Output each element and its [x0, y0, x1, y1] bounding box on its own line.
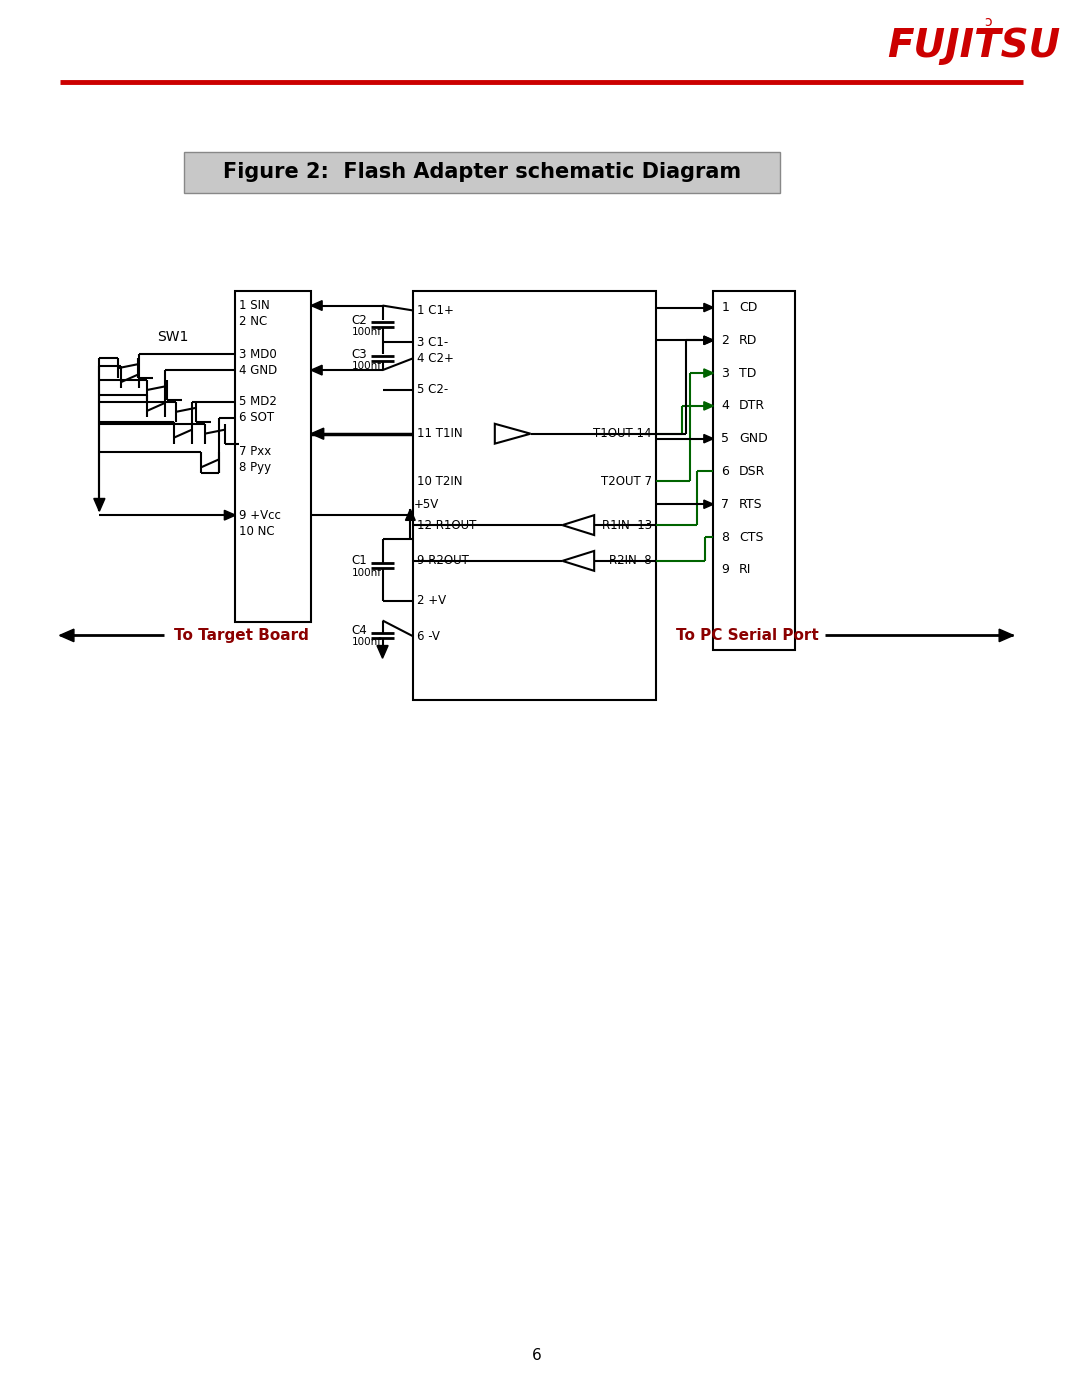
Text: 11 T1IN: 11 T1IN: [417, 427, 463, 440]
Bar: [184, 151, 780, 193]
Text: DTR: DTR: [739, 400, 766, 412]
Text: C4: C4: [352, 624, 367, 637]
Text: 1 C1+: 1 C1+: [417, 305, 455, 317]
Polygon shape: [704, 303, 714, 312]
Text: 4: 4: [721, 400, 729, 412]
Bar: [714, 291, 795, 651]
Text: GND: GND: [739, 432, 768, 446]
Text: 2: 2: [721, 334, 729, 346]
Text: CD: CD: [739, 300, 757, 314]
Text: ɔ: ɔ: [984, 15, 991, 29]
Text: 2 +V: 2 +V: [417, 594, 446, 608]
Text: 5 C2-: 5 C2-: [417, 384, 448, 397]
Text: 3 MD0: 3 MD0: [240, 348, 278, 360]
Polygon shape: [405, 510, 415, 520]
Text: 4 C2+: 4 C2+: [417, 352, 455, 365]
Polygon shape: [999, 629, 1013, 641]
Polygon shape: [225, 510, 235, 520]
Text: 5 MD2: 5 MD2: [240, 395, 278, 408]
Polygon shape: [704, 369, 714, 377]
Text: 100nf: 100nf: [352, 637, 381, 647]
Text: C1: C1: [352, 555, 367, 567]
Text: FUJITSU: FUJITSU: [887, 27, 1061, 66]
Polygon shape: [704, 434, 714, 443]
Bar: [235, 291, 311, 623]
Text: 3: 3: [721, 366, 729, 380]
Text: 100nf: 100nf: [352, 327, 381, 337]
Text: 6: 6: [721, 465, 729, 478]
Text: 4 GND: 4 GND: [240, 363, 278, 377]
Text: 6 -V: 6 -V: [417, 630, 441, 643]
Polygon shape: [495, 423, 530, 444]
Text: TD: TD: [739, 366, 757, 380]
Text: 9 R2OUT: 9 R2OUT: [417, 555, 469, 567]
Text: 6: 6: [531, 1348, 541, 1363]
Text: 1 SIN: 1 SIN: [240, 299, 270, 312]
Text: Figure 2:  Flash Adapter schematic Diagram: Figure 2: Flash Adapter schematic Diagra…: [222, 162, 741, 183]
Polygon shape: [311, 365, 322, 374]
Polygon shape: [377, 645, 388, 658]
Text: 12 R1OUT: 12 R1OUT: [417, 518, 476, 532]
Text: 2 NC: 2 NC: [240, 314, 268, 328]
Text: SW1: SW1: [157, 330, 188, 344]
Polygon shape: [704, 500, 714, 509]
Polygon shape: [563, 550, 594, 571]
Text: RD: RD: [739, 334, 757, 346]
Text: 9: 9: [721, 563, 729, 577]
Text: C2: C2: [352, 314, 367, 327]
Polygon shape: [704, 337, 714, 345]
Text: R1IN  13: R1IN 13: [602, 518, 652, 532]
Polygon shape: [311, 427, 324, 439]
Text: 100nf: 100nf: [352, 567, 381, 578]
Polygon shape: [94, 499, 105, 511]
Text: 10 T2IN: 10 T2IN: [417, 475, 463, 488]
Text: To Target Board: To Target Board: [174, 627, 309, 643]
Text: 6 SOT: 6 SOT: [240, 411, 274, 425]
Text: T2OUT 7: T2OUT 7: [600, 475, 652, 488]
Polygon shape: [563, 515, 594, 535]
Text: 9 +Vcc: 9 +Vcc: [240, 509, 281, 521]
Text: 5: 5: [721, 432, 729, 446]
Text: R2IN  8: R2IN 8: [609, 555, 652, 567]
Polygon shape: [704, 337, 714, 345]
Text: DSR: DSR: [739, 465, 766, 478]
Text: 3 C1-: 3 C1-: [417, 335, 448, 349]
Text: 7: 7: [721, 497, 729, 511]
Text: 100nf: 100nf: [352, 362, 381, 372]
Text: RTS: RTS: [739, 497, 762, 511]
Bar: [414, 291, 656, 700]
Text: To PC Serial Port: To PC Serial Port: [676, 627, 819, 643]
Polygon shape: [704, 402, 714, 411]
Text: 7 Pxx: 7 Pxx: [240, 446, 272, 458]
Text: CTS: CTS: [739, 531, 764, 543]
Text: +5V: +5V: [414, 497, 438, 511]
Text: 8 Pyy: 8 Pyy: [240, 461, 271, 474]
Polygon shape: [59, 629, 73, 641]
Text: 1: 1: [721, 300, 729, 314]
Text: RI: RI: [739, 563, 752, 577]
Text: C3: C3: [352, 348, 367, 360]
Text: 8: 8: [721, 531, 729, 543]
Text: T1OUT 14: T1OUT 14: [593, 427, 652, 440]
Text: 10 NC: 10 NC: [240, 525, 275, 538]
Polygon shape: [311, 300, 322, 310]
